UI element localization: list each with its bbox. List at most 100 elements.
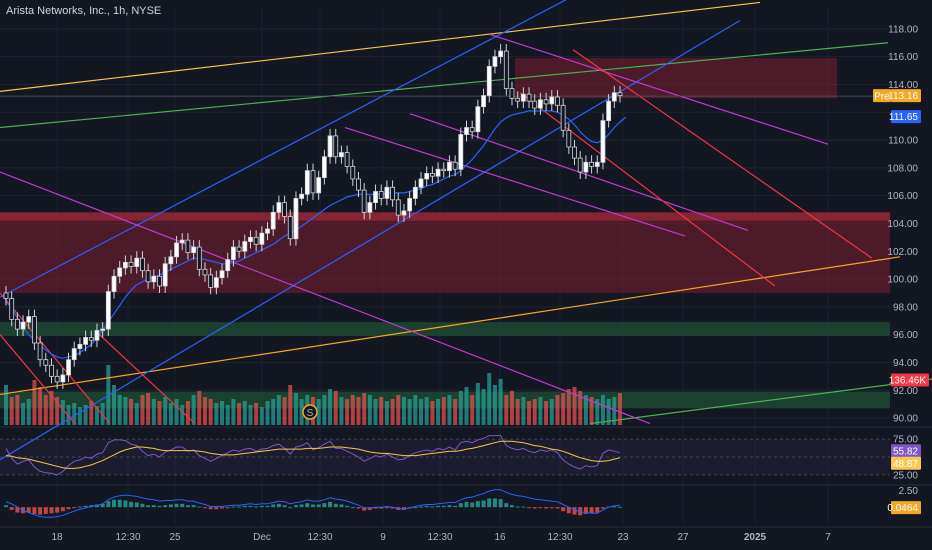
- volume-bar: [89, 401, 94, 425]
- macd-hist-bar: [299, 504, 304, 508]
- macd-hist-bar: [487, 498, 492, 508]
- rsi-ma-value-badge-text: 48.87: [893, 459, 918, 470]
- channel-line-magenta-top: [489, 33, 829, 145]
- macd-hist-bar: [237, 506, 242, 508]
- macd-hist-bar: [208, 507, 213, 510]
- volume-bar: [202, 397, 207, 425]
- volume-bar: [430, 401, 435, 425]
- candle-body: [481, 95, 486, 108]
- macd-hist-bar: [26, 507, 31, 513]
- macd-hist-bar: [384, 507, 389, 509]
- channel-line-red-left2: [0, 334, 76, 424]
- rsi-ma-value-badge-bg: [891, 456, 921, 470]
- macd-hist-bar: [322, 503, 327, 508]
- volume-bar: [259, 407, 264, 425]
- macd-hist-bar: [311, 504, 315, 508]
- macd-hist-bar: [100, 503, 105, 508]
- macd-hist-bar: [117, 499, 122, 508]
- macd-hist-bar: [214, 507, 219, 510]
- macd-hist-bar: [55, 507, 60, 513]
- volume-bar: [578, 391, 583, 425]
- volume-bar: [197, 391, 202, 425]
- volume-bar: [487, 373, 492, 425]
- candle-body: [583, 161, 589, 173]
- candle-body: [572, 146, 577, 159]
- macd-hist-bar: [129, 501, 134, 508]
- candle-body: [253, 236, 259, 245]
- candle-body: [447, 161, 452, 172]
- candle-body: [429, 173, 435, 177]
- volume-bar: [242, 401, 247, 425]
- candle-body: [66, 359, 71, 376]
- candle-body: [526, 93, 532, 102]
- volume-bar: [413, 395, 418, 425]
- price-tick-label: 92.00: [893, 386, 918, 397]
- price-tick-label: 100.00: [887, 275, 918, 286]
- volume-bar: [600, 395, 605, 425]
- candle-body: [282, 202, 287, 217]
- candle-body: [378, 191, 384, 199]
- macd-hist-bar: [265, 505, 270, 508]
- volume-bar: [123, 397, 128, 425]
- macd-hist-bar: [316, 504, 321, 508]
- trend-line-yellow-upper: [0, 1, 761, 92]
- candle-body: [191, 246, 197, 254]
- macd-hist-bar: [163, 505, 168, 508]
- macd-hist-bar: [498, 499, 503, 508]
- volume-bar: [339, 397, 344, 425]
- volume-bar: [441, 397, 446, 425]
- candle-body: [49, 364, 54, 377]
- price-tick-label: 98.00: [893, 302, 918, 313]
- volume-bar: [453, 399, 458, 425]
- macd-hist-bar: [38, 507, 43, 515]
- macd-hist-bar: [123, 500, 128, 508]
- candle-body: [333, 135, 339, 158]
- volume-bar: [43, 395, 48, 425]
- candle-body: [140, 257, 145, 272]
- macd-hist-bar: [197, 506, 202, 508]
- channel-line-magenta-long: [0, 171, 651, 425]
- candle-body: [384, 186, 390, 199]
- macd-hist-bar: [271, 504, 276, 508]
- candle-body: [162, 263, 168, 287]
- macd-hist-bar: [151, 505, 156, 508]
- candle-body: [543, 99, 549, 105]
- candle-body: [475, 106, 481, 133]
- candle-body: [122, 261, 128, 269]
- volume-bar: [549, 399, 554, 425]
- candle-body: [293, 198, 299, 240]
- demand-zone-upper: [0, 322, 890, 337]
- volume-bar: [66, 405, 71, 425]
- volume-bar: [345, 399, 350, 425]
- macd-hist-bar: [509, 505, 514, 508]
- event-marker[interactable]: [302, 404, 318, 420]
- macd-hist-bar: [373, 507, 378, 509]
- macd-hist-bar: [401, 507, 406, 510]
- volume-bar: [276, 395, 281, 425]
- rsi-ma-line: [5, 440, 621, 469]
- macd-hist-bar: [140, 503, 145, 508]
- candle-body: [611, 92, 617, 102]
- macd-hist-bar: [572, 507, 577, 515]
- macd-hist-bar: [77, 506, 82, 508]
- volume-bar: [220, 401, 225, 425]
- macd-hist-bar: [72, 507, 77, 509]
- volume-bar: [265, 401, 270, 425]
- volume-bar: [271, 399, 276, 425]
- volume-value-badge-text: 136.46K: [889, 376, 927, 387]
- price-tick-label: 114.00: [888, 80, 918, 91]
- macd-hist-bar: [521, 506, 526, 508]
- macd-hist-bar: [419, 506, 424, 508]
- volume-bar: [49, 391, 54, 425]
- current-price-badge-text: 113.16: [888, 91, 918, 102]
- price-tick-label: 108.00: [887, 163, 918, 174]
- candle-body: [412, 186, 418, 199]
- macd-hist-bar: [282, 505, 287, 508]
- pre-badge-text: Pre: [874, 92, 890, 103]
- candle-body: [424, 173, 430, 180]
- candle-body: [498, 50, 504, 58]
- volume-bar: [282, 397, 287, 425]
- candle-body: [469, 127, 475, 133]
- volume-bar: [492, 385, 497, 425]
